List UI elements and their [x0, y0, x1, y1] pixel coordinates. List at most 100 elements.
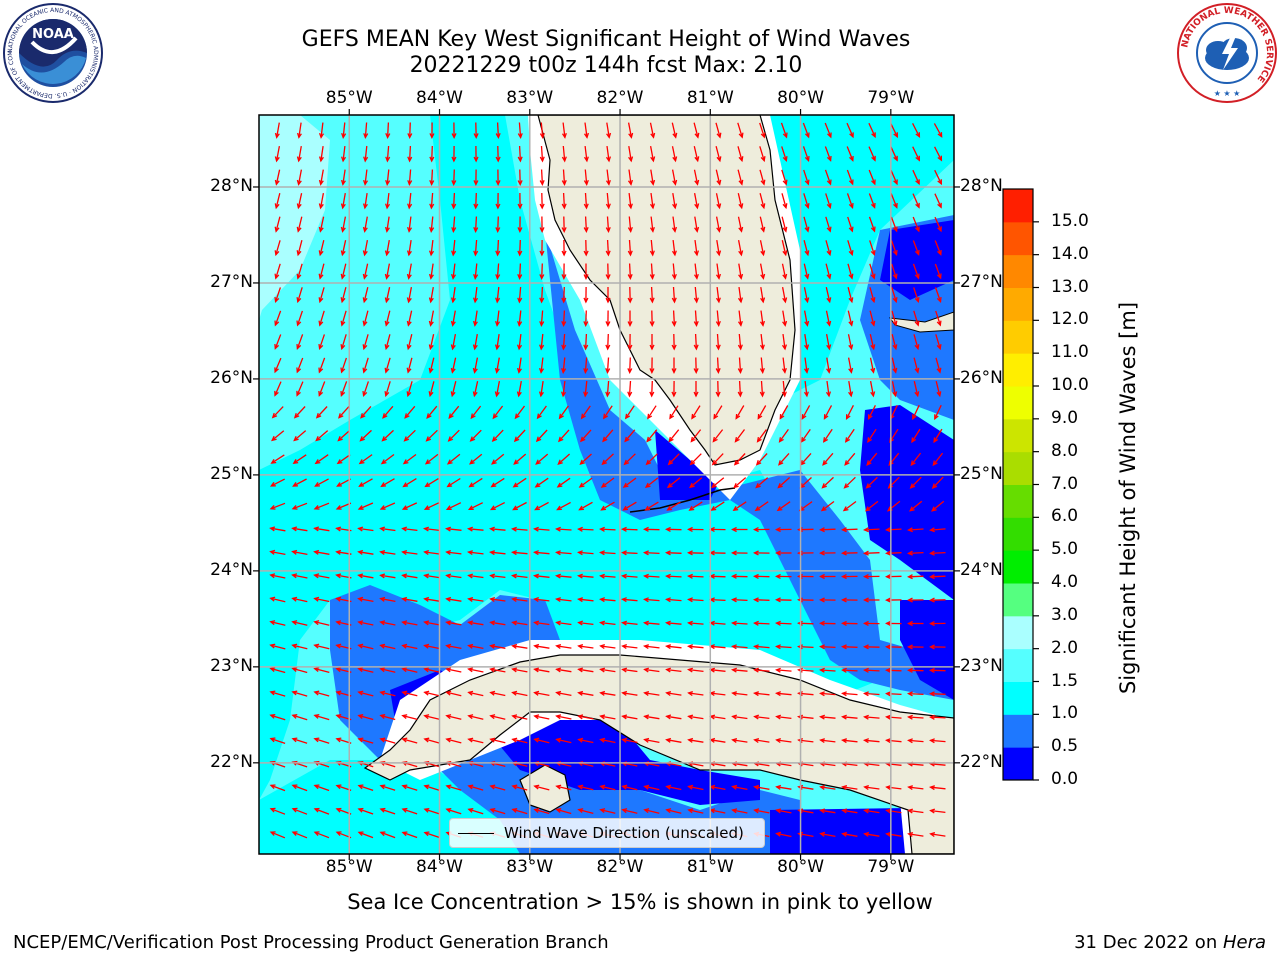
- wave-direction-arrowhead: [909, 506, 915, 512]
- wave-direction-arrowhead: [579, 459, 585, 465]
- colorbar-segment: [1003, 418, 1033, 453]
- wave-direction-arrow: [846, 405, 854, 419]
- wave-direction-arrowhead: [583, 227, 589, 234]
- wave-direction-arrowhead: [401, 831, 408, 837]
- wave-direction-arrow: [297, 287, 303, 302]
- wave-direction-arrow: [757, 429, 767, 442]
- wave-direction-arrowhead: [269, 831, 276, 836]
- wave-direction-arrow: [934, 169, 942, 185]
- wave-direction-arrow: [490, 715, 506, 720]
- wave-direction-arrowhead: [735, 413, 741, 420]
- wave-direction-arrow: [518, 380, 522, 397]
- wave-direction-arrow: [864, 786, 880, 790]
- wave-direction-arrowhead: [561, 180, 567, 186]
- wave-direction-arrow: [446, 738, 462, 744]
- wave-direction-arrow: [578, 598, 594, 602]
- wave-direction-arrowhead: [296, 273, 302, 280]
- wave-direction-arrowhead: [730, 667, 738, 673]
- wave-direction-arrowhead: [929, 808, 936, 814]
- wave-direction-arrow: [803, 240, 809, 255]
- wave-direction-arrowhead: [605, 391, 611, 398]
- wave-direction-arrowhead: [468, 482, 475, 488]
- wave-direction-arrow: [581, 405, 591, 419]
- wave-direction-arrowhead: [627, 368, 633, 374]
- wave-direction-arrowhead: [445, 549, 452, 556]
- wave-direction-arrowhead: [643, 737, 650, 743]
- wave-direction-arrowhead: [848, 179, 854, 186]
- wave-direction-arrow: [930, 833, 946, 837]
- wave-direction-arrowhead: [605, 227, 611, 233]
- wave-direction-arrowhead: [401, 807, 408, 813]
- wave-direction-arrowhead: [510, 573, 518, 579]
- wave-direction-arrow: [650, 263, 654, 279]
- wave-direction-arrowhead: [818, 644, 825, 650]
- wave-direction-arrow: [644, 668, 660, 673]
- wave-direction-arrow: [672, 263, 676, 279]
- lat-tick-label-left: 22°N: [210, 751, 253, 772]
- wave-direction-arrowhead: [274, 156, 280, 163]
- wave-direction-arrow: [276, 122, 280, 138]
- wave-direction-arrow: [824, 146, 832, 161]
- wave-direction-arrowhead: [622, 505, 629, 511]
- wave-direction-arrow: [754, 762, 770, 767]
- wave-direction-arrowhead: [867, 414, 873, 421]
- wave-direction-arrowhead: [335, 690, 342, 696]
- wave-direction-arrowhead: [716, 179, 722, 186]
- wave-direction-arrowhead: [274, 132, 280, 139]
- colorbar-segment: [1003, 517, 1033, 551]
- wave-direction-arrow: [930, 551, 946, 555]
- wave-direction-arrow: [380, 621, 396, 626]
- wave-direction-arrowhead: [335, 737, 342, 743]
- wave-direction-arrowhead: [605, 368, 611, 374]
- wave-direction-arrow: [803, 310, 809, 326]
- wave-direction-arrowhead: [914, 391, 920, 398]
- wave-direction-arrow: [820, 762, 836, 767]
- wave-direction-arrow: [342, 122, 346, 138]
- wave-direction-arrow: [759, 169, 765, 185]
- wave-direction-arrowhead: [555, 667, 562, 673]
- wave-direction-arrowhead: [929, 644, 935, 650]
- wave-direction-arrow: [847, 287, 853, 302]
- wave-direction-arrowhead: [753, 597, 759, 603]
- wave-direction-arrow: [671, 122, 677, 138]
- wave-direction-arrow: [759, 193, 765, 208]
- wave-direction-arrow: [492, 429, 504, 442]
- wave-direction-arrow: [868, 146, 876, 161]
- wave-direction-arrowhead: [599, 808, 606, 814]
- wave-direction-arrowhead: [823, 414, 829, 420]
- wave-direction-arrowhead: [892, 273, 898, 280]
- wave-direction-arrowhead: [826, 203, 832, 210]
- wave-direction-arrowhead: [340, 226, 346, 233]
- wave-direction-arrow: [732, 622, 748, 625]
- wave-direction-arrow: [580, 453, 592, 465]
- wave-direction-arrow: [562, 192, 566, 209]
- wave-direction-arrowhead: [291, 667, 298, 672]
- wave-direction-arrowhead: [870, 391, 876, 398]
- wave-direction-arrow: [270, 502, 286, 510]
- wave-direction-arrow: [627, 122, 633, 138]
- wave-direction-arrowhead: [558, 436, 564, 443]
- wave-direction-arrowhead: [538, 367, 545, 374]
- wave-direction-arrowhead: [340, 273, 346, 280]
- wave-direction-arrowhead: [863, 691, 869, 697]
- wave-direction-arrowhead: [363, 156, 369, 163]
- wave-direction-arrowhead: [841, 527, 847, 533]
- wave-direction-arrowhead: [514, 413, 520, 420]
- wave-direction-arrowhead: [451, 133, 457, 139]
- wave-direction-arrowhead: [845, 414, 851, 421]
- wave-direction-arrow: [666, 739, 682, 743]
- wave-direction-arrowhead: [753, 714, 760, 720]
- wave-direction-arrow: [556, 785, 572, 791]
- wave-band-1.0-1.5-gulf: [259, 115, 880, 800]
- wave-direction-arrowhead: [539, 297, 545, 304]
- wave-direction-arrow: [776, 762, 792, 767]
- wave-direction-arrowhead: [672, 179, 678, 186]
- wave-direction-arrow: [536, 429, 548, 442]
- wave-direction-arrow: [562, 169, 566, 185]
- wave-direction-arrow: [473, 381, 479, 396]
- wave-direction-arrow: [430, 216, 434, 232]
- wave-direction-arrowhead: [429, 226, 435, 234]
- wave-direction-arrowhead: [775, 714, 782, 720]
- wave-direction-arrowhead: [337, 436, 343, 442]
- wave-direction-arrowhead: [358, 459, 365, 465]
